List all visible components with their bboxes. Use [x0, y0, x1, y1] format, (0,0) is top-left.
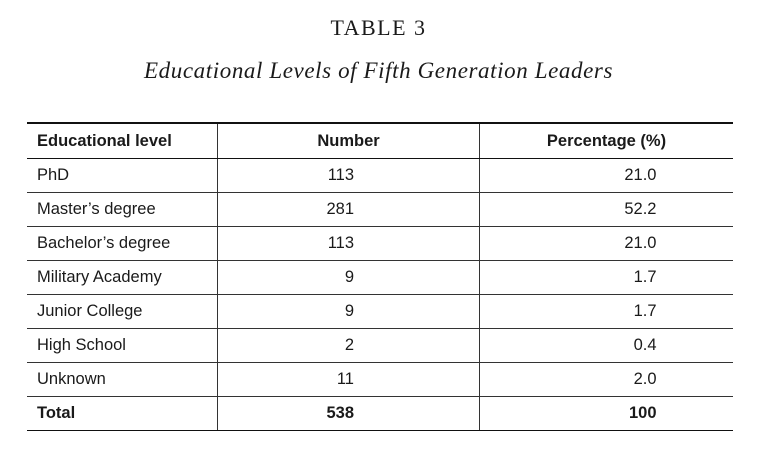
cell-percentage: 21.0 — [479, 158, 733, 193]
cell-level: Bachelor’s degree — [27, 226, 218, 261]
cell-percentage: 1.7 — [479, 260, 733, 295]
cell-number-value: 281 — [326, 200, 354, 218]
cell-level: PhD — [27, 158, 218, 193]
table-number: TABLE 3 — [330, 15, 427, 40]
table-row: Unknown 11 2.0 — [27, 362, 733, 397]
table-row: Bachelor’s degree 113 21.0 — [27, 226, 733, 261]
cell-percentage-value: 21.0 — [624, 166, 657, 184]
cell-number-value: 11 — [336, 370, 354, 388]
total-label: Total — [27, 396, 218, 431]
cell-number-value: 113 — [327, 166, 354, 184]
cell-percentage-value: 52.2 — [624, 200, 657, 218]
table-row: PhD 113 21.0 — [27, 158, 733, 193]
cell-percentage: 21.0 — [479, 226, 733, 261]
cell-percentage-value: 2.0 — [633, 370, 657, 388]
table-row: High School 2 0.4 — [27, 328, 733, 363]
table-row: Master’s degree 281 52.2 — [27, 192, 733, 227]
cell-number: 11 — [217, 362, 480, 397]
cell-number: 2 — [217, 328, 480, 363]
cell-number-value: 113 — [327, 234, 354, 252]
total-number: 538 — [217, 396, 480, 431]
cell-number: 9 — [217, 260, 480, 295]
cell-percentage-value: 21.0 — [624, 234, 657, 252]
cell-number: 113 — [217, 226, 480, 261]
total-number-value: 538 — [326, 404, 354, 422]
cell-number: 9 — [217, 294, 480, 329]
table-header-row: Educational level Number Percentage (%) — [27, 122, 733, 159]
cell-percentage-value: 0.4 — [633, 336, 657, 354]
cell-level: High School — [27, 328, 218, 363]
total-percentage-value: 100 — [628, 404, 657, 422]
cell-percentage-value: 1.7 — [633, 268, 657, 286]
cell-percentage: 1.7 — [479, 294, 733, 329]
cell-number-value: 9 — [344, 268, 354, 286]
cell-level: Unknown — [27, 362, 218, 397]
education-table: Educational level Number Percentage (%) … — [27, 122, 733, 431]
total-row: Total 538 100 — [27, 396, 733, 431]
column-header-educational-level: Educational level — [27, 122, 218, 159]
column-header-number: Number — [217, 122, 480, 159]
cell-level: Military Academy — [27, 260, 218, 295]
cell-percentage: 0.4 — [479, 328, 733, 363]
table-caption: Educational Levels of Fifth Generation L… — [143, 58, 613, 83]
cell-level: Junior College — [27, 294, 218, 329]
table-row: Military Academy 9 1.7 — [27, 260, 733, 295]
table-row: Junior College 9 1.7 — [27, 294, 733, 329]
cell-percentage: 2.0 — [479, 362, 733, 397]
cell-percentage-value: 1.7 — [633, 302, 657, 320]
cell-level: Master’s degree — [27, 192, 218, 227]
cell-number: 113 — [217, 158, 480, 193]
cell-percentage: 52.2 — [479, 192, 733, 227]
column-header-percentage: Percentage (%) — [479, 122, 733, 159]
total-percentage: 100 — [479, 396, 733, 431]
cell-number-value: 9 — [344, 302, 354, 320]
cell-number-value: 2 — [344, 336, 354, 354]
cell-number: 281 — [217, 192, 480, 227]
